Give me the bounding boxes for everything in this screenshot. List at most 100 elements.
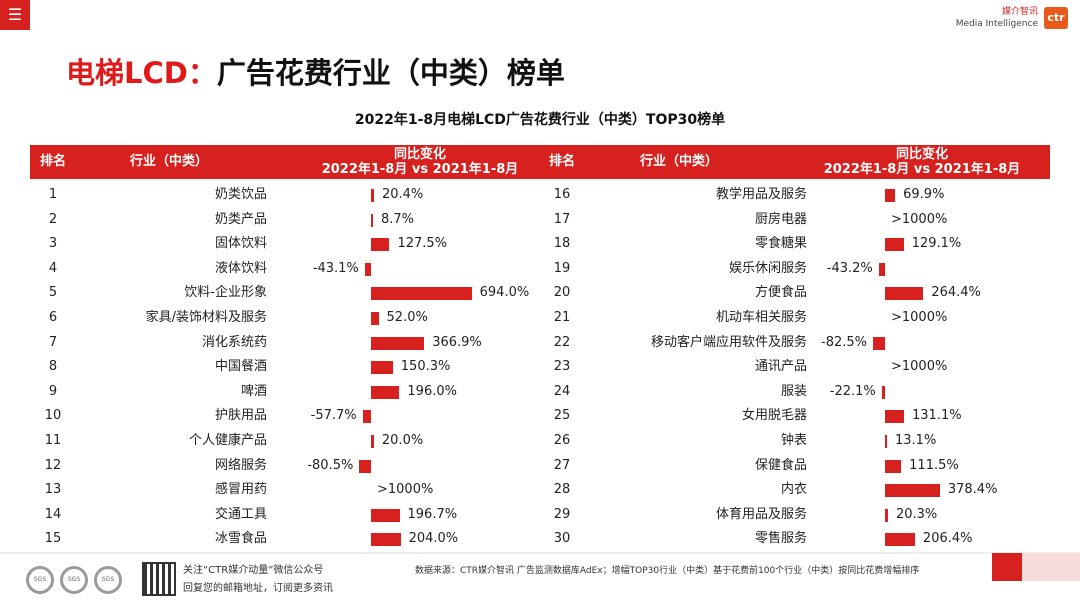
table-row: 11 个人健康产品 20.0%: [30, 429, 540, 454]
change-value: 20.3%: [895, 506, 938, 522]
change-bar: [371, 336, 425, 350]
footer-accent-red: [992, 553, 1022, 581]
rank-cell: 9: [48, 383, 58, 399]
table-row: 13 感冒用药 >1000%: [30, 478, 540, 503]
industry-cell: 娱乐休闲服务: [728, 260, 807, 276]
change-value: >1000%: [891, 211, 948, 227]
table-row: 9 啤酒 196.0%: [30, 380, 540, 405]
change-value: 127.5%: [397, 236, 448, 252]
sgs-seal-icon: SGS: [94, 566, 122, 594]
industry-cell: 固体饮料: [214, 236, 267, 252]
rank-cell: 16: [553, 187, 571, 202]
industry-cell: 网络服务: [214, 457, 267, 473]
rank-cell: 1: [48, 187, 58, 202]
change-bar: [878, 262, 885, 276]
change-value: 196.0%: [407, 383, 457, 399]
change-bar: [371, 361, 393, 375]
change-value: 129.1%: [911, 236, 962, 252]
industry-cell: 内衣: [780, 482, 807, 498]
change-value: 204.0%: [408, 531, 459, 547]
industry-cell: 移动客户端应用软件及服务: [650, 334, 807, 350]
footer-source: 数据来源：CTR媒介智讯 广告监测数据库AdEx；增幅TOP30行业（中类）基于…: [415, 566, 920, 576]
change-value: 20.4%: [381, 187, 424, 202]
change-value: 366.9%: [432, 334, 482, 350]
table-row: 4 液体饮料 -43.1%: [30, 257, 540, 282]
menu-icon: ☰: [7, 5, 23, 24]
change-value: 150.3%: [400, 359, 451, 375]
menu-button[interactable]: ☰: [0, 0, 30, 30]
table-subtitle: 2022年1-8月电梯LCD广告花费行业（中类）TOP30榜单: [354, 112, 726, 128]
industry-cell: 交通工具: [214, 506, 267, 522]
change-bar: [885, 459, 902, 473]
change-bar: [371, 287, 472, 301]
table-row: 25 女用脱毛器 131.1%: [540, 404, 1050, 429]
table-row: 30 零售服务 206.4%: [540, 527, 1050, 552]
industry-cell: 消化系统药: [201, 334, 267, 350]
header-industry: 行业（中类）: [130, 154, 209, 169]
industry-cell: 教学用品及服务: [715, 187, 807, 202]
table-row: 1 奶类饮品 20.4%: [30, 183, 540, 208]
change-bar: [885, 189, 896, 202]
change-bar: [885, 410, 904, 424]
industry-cell: 饮料-企业形象: [184, 285, 267, 301]
table-row: 16 教学用品及服务 69.9%: [540, 183, 1050, 208]
change-bar: [371, 213, 373, 227]
change-bar: [885, 435, 887, 448]
table-header-right: 排名 行业（中类） 同比变化 2022年1-8月 vs 2021年1-8月: [540, 145, 1050, 179]
rank-cell: 3: [48, 236, 58, 252]
rank-cell: 17: [553, 211, 571, 227]
industry-cell: 零售服务: [754, 531, 807, 547]
rank-cell: 30: [553, 531, 571, 547]
change-bar: [371, 189, 374, 202]
logo-cn-text: 媒介智讯: [1001, 7, 1038, 17]
ctr-logo: 媒介智讯 Media Intelligence ctr: [956, 6, 1068, 30]
change-value: 131.1%: [912, 408, 962, 424]
industry-cell: 服装: [780, 383, 807, 399]
table-row: 8 中国餐酒 150.3%: [30, 355, 540, 380]
rank-cell: 15: [44, 531, 62, 547]
change-bar: [885, 533, 915, 547]
industry-cell: 通讯产品: [754, 359, 807, 375]
header-industry-right: 行业（中类）: [640, 154, 719, 169]
change-value: 111.5%: [909, 457, 959, 473]
table-row: 23 通讯产品 >1000%: [540, 355, 1050, 380]
table-row: 18 零食糖果 129.1%: [540, 232, 1050, 257]
footer-divider: [0, 552, 1080, 554]
qr-code-icon: [142, 562, 176, 596]
change-value: >1000%: [891, 310, 948, 325]
header-change-right: 同比变化 2022年1-8月 vs 2021年1-8月: [802, 147, 1042, 177]
logo-en-text: Media Intelligence: [955, 19, 1038, 29]
rank-cell: 4: [48, 260, 58, 276]
change-value: -43.1%: [312, 260, 359, 276]
change-bar: [364, 262, 371, 276]
table-row: 21 机动车相关服务 >1000%: [540, 306, 1050, 331]
rank-cell: 14: [44, 506, 62, 522]
header-change-right-line2: 2022年1-8月 vs 2021年1-8月: [823, 162, 1021, 177]
table-row: 15 冰雪食品 204.0%: [30, 527, 540, 552]
header-change-right-line1: 同比变化: [895, 147, 948, 162]
rank-cell: 26: [553, 433, 571, 448]
industry-cell: 奶类饮品: [214, 187, 267, 202]
header-change-line2: 2022年1-8月 vs 2021年1-8月: [321, 162, 519, 177]
rank-cell: 8: [48, 359, 58, 375]
table-row: 20 方便食品 264.4%: [540, 281, 1050, 306]
rank-cell: 29: [553, 506, 571, 522]
table-row: 12 网络服务 -80.5%: [30, 454, 540, 479]
change-value: 69.9%: [903, 187, 945, 202]
table-row: 26 钟表 13.1%: [540, 429, 1050, 454]
rank-cell: 21: [553, 310, 571, 325]
change-bar: [371, 508, 400, 522]
change-value: -22.1%: [829, 383, 876, 399]
industry-cell: 个人健康产品: [188, 433, 267, 448]
industry-cell: 奶类产品: [214, 211, 267, 227]
table-header-left: 排名 行业（中类） 同比变化 2022年1-8月 vs 2021年1-8月: [30, 145, 540, 179]
industry-cell: 体育用品及服务: [715, 506, 807, 522]
change-bar: [885, 484, 940, 498]
change-value: 264.4%: [931, 285, 981, 301]
industry-cell: 方便食品: [754, 285, 807, 301]
change-bar: [371, 385, 400, 399]
change-value: 20.0%: [381, 433, 424, 448]
rank-cell: 11: [44, 433, 62, 448]
table-row: 28 内衣 378.4%: [540, 478, 1050, 503]
change-bar: [371, 533, 401, 547]
